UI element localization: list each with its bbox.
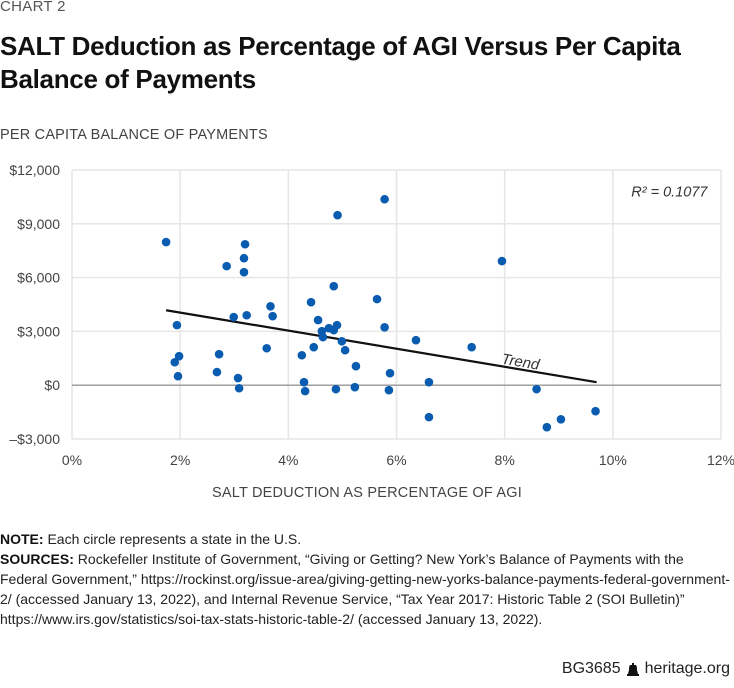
data-point: [233, 373, 243, 383]
y-tick-label: –$3,000: [9, 431, 60, 447]
data-point: [161, 237, 171, 247]
data-point: [340, 345, 350, 355]
data-point: [214, 349, 224, 359]
chart-eyebrow: CHART 2: [0, 0, 66, 15]
data-point: [240, 239, 250, 249]
notes-block: NOTE: Each circle represents a state in …: [0, 529, 730, 629]
data-point: [329, 281, 339, 291]
y-tick-label: $0: [44, 377, 60, 393]
data-point: [542, 422, 552, 432]
data-point: [532, 384, 541, 394]
report-code: BG3685: [561, 660, 621, 677]
x-tick-label: 0%: [62, 452, 82, 468]
data-point: [384, 385, 394, 395]
data-point: [239, 253, 249, 263]
data-point: [591, 406, 600, 416]
data-point: [424, 377, 434, 387]
data-point: [372, 294, 382, 304]
note-line: NOTE: Each circle represents a state in …: [0, 529, 730, 549]
trend-line: [165, 309, 597, 384]
data-point: [309, 342, 319, 352]
data-point: [297, 350, 307, 360]
data-point: [172, 320, 182, 330]
data-point: [234, 383, 244, 393]
x-tick-label: 8%: [495, 452, 515, 468]
y-axis-label: PER CAPITA BALANCE OF PAYMENTS: [0, 127, 268, 143]
data-point: [268, 311, 277, 321]
site-name: heritage.org: [644, 660, 730, 677]
x-tick-label: 12%: [707, 452, 734, 468]
sources-line: SOURCES: Rockefeller Institute of Govern…: [0, 549, 730, 629]
data-point: [350, 382, 360, 392]
data-point: [556, 414, 566, 424]
sources-text: Rockefeller Institute of Government, “Gi…: [0, 551, 730, 627]
data-point: [467, 342, 476, 352]
x-tick-label: 2%: [170, 452, 190, 468]
note-text: Each circle represents a state in the U.…: [43, 531, 302, 547]
y-tick-label: $9,000: [17, 216, 60, 232]
x-axis-label: SALT DEDUCTION AS PERCENTAGE OF AGI: [212, 485, 522, 501]
note-label: NOTE:: [0, 531, 44, 547]
data-point: [313, 315, 323, 325]
trend-label: Trend: [500, 351, 541, 374]
data-point: [332, 320, 342, 330]
data-point: [385, 368, 395, 378]
data-points: [161, 194, 600, 432]
data-point: [380, 194, 389, 204]
y-tick-labels: –$3,000 $0 $3,000 $6,000 $9,000 $12,000: [9, 162, 60, 447]
data-point: [351, 361, 361, 371]
data-point: [333, 210, 342, 220]
scatter-plot: –$3,000 $0 $3,000 $6,000 $9,000 $12,000 0% 2% 4…: [9, 162, 734, 468]
data-point: [222, 261, 231, 271]
data-point: [497, 256, 507, 266]
data-point: [318, 332, 328, 342]
sources-label: SOURCES:: [0, 551, 74, 567]
data-point: [262, 343, 272, 353]
y-tick-label: $3,000: [17, 323, 60, 339]
data-point: [242, 310, 251, 320]
footer: BG3685 heritage.org: [562, 660, 730, 678]
data-point: [411, 335, 421, 345]
data-point: [173, 371, 183, 381]
grid-lines: [71, 169, 722, 440]
data-point: [266, 301, 275, 311]
chart-title: SALT Deduction as Percentage of AGI Vers…: [0, 31, 681, 94]
data-point: [331, 384, 341, 394]
data-point: [212, 367, 222, 377]
data-point: [170, 357, 180, 367]
data-point: [424, 412, 434, 422]
x-tick-label: 6%: [386, 452, 406, 468]
data-point: [337, 336, 347, 346]
x-tick-label: 10%: [599, 452, 627, 468]
x-tick-label: 4%: [278, 452, 298, 468]
data-point: [229, 312, 239, 322]
data-point: [380, 322, 389, 332]
y-tick-label: $12,000: [9, 162, 60, 178]
data-point: [306, 297, 316, 307]
data-point: [239, 267, 249, 277]
r-squared-annotation: R² = 0.1077: [631, 185, 708, 201]
data-point: [299, 377, 309, 387]
data-point: [174, 351, 184, 361]
y-tick-label: $6,000: [17, 270, 60, 286]
data-point: [300, 386, 310, 396]
x-tick-labels: 0% 2% 4% 6% 8% 10% 12%: [62, 452, 734, 468]
liberty-bell-icon: [626, 662, 639, 676]
